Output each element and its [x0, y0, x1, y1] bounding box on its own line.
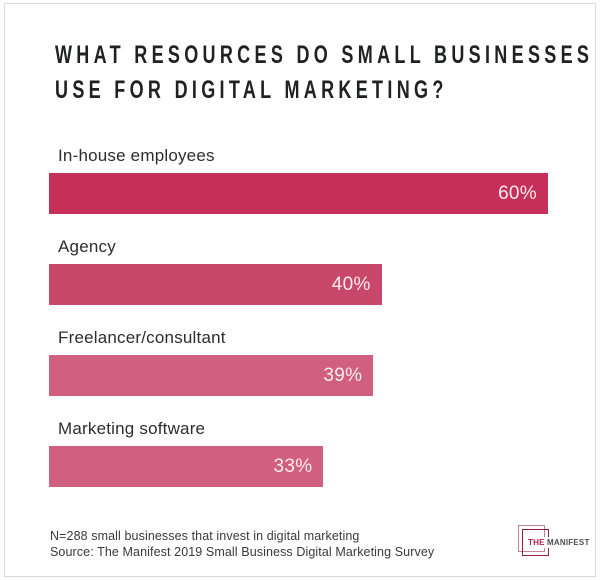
chart-title-line1: WHAT RESOURCES DO SMALL BUSINESSES [55, 41, 594, 69]
logo-text-manifest: MANIFEST [547, 538, 590, 547]
chart-content: WHAT RESOURCES DO SMALL BUSINESSES USE F… [49, 38, 589, 510]
bar-chart: In-house employees 60% Agency 40% Freelancer… [49, 146, 548, 510]
footnote: N=288 small businesses that invest in di… [50, 528, 434, 560]
manifest-logo: THE MANIFEST [518, 525, 592, 561]
bar: 39% [49, 355, 374, 396]
bar-group: Marketing software 33% [49, 419, 548, 510]
chart-title-line2: USE FOR DIGITAL MARKETING? [55, 76, 448, 104]
bar-category-label: Marketing software [58, 419, 206, 438]
bar: 60% [49, 173, 548, 214]
bar-value-label: 33% [273, 455, 313, 477]
bar-category-label: Freelancer/consultant [58, 328, 226, 347]
bar-value-label: 39% [323, 364, 363, 386]
chart-title: WHAT RESOURCES DO SMALL BUSINESSES USE F… [55, 38, 589, 108]
footnote-source: Source: The Manifest 2019 Small Business… [50, 545, 435, 559]
logo-text-the: THE [528, 538, 545, 547]
bar-value-label: 40% [331, 273, 371, 295]
bar: 40% [49, 264, 382, 305]
bar-value-label: 60% [498, 182, 537, 204]
bar-group: Freelancer/consultant 39% [49, 328, 548, 419]
footnote-sample-size: N=288 small businesses that invest in di… [50, 529, 360, 543]
bar: 33% [49, 446, 324, 487]
bar-group: Agency 40% [49, 237, 548, 328]
bar-category-label: In-house employees [58, 146, 215, 165]
bar-category-label: Agency [58, 237, 116, 256]
logo-wordmark: THE MANIFEST [526, 537, 592, 548]
bar-group: In-house employees 60% [49, 146, 548, 237]
